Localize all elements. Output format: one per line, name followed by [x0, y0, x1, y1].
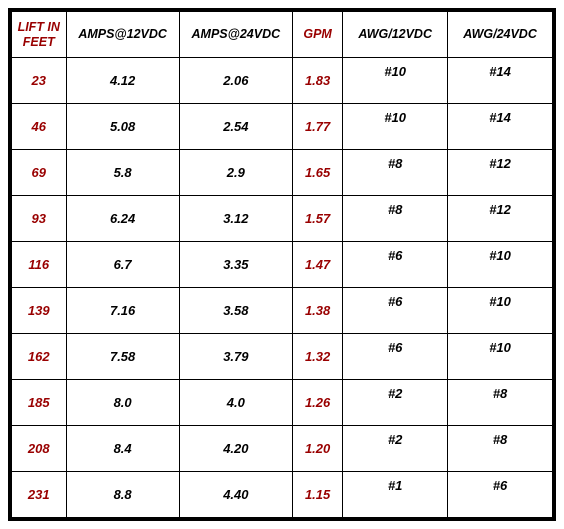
cell-awg24: #8: [448, 380, 553, 426]
cell-awg12: #8: [343, 196, 448, 242]
table-row: 1166.73.351.47#6#10: [12, 242, 553, 288]
table-row: 234.122.061.83#10#14: [12, 58, 553, 104]
cell-gpm: 1.77: [292, 104, 342, 150]
cell-awg12: #8: [343, 150, 448, 196]
cell-amps24: 4.20: [179, 426, 292, 472]
cell-awg24: #12: [448, 196, 553, 242]
cell-gpm: 1.47: [292, 242, 342, 288]
header-lift: LIFT IN FEET: [12, 12, 67, 58]
cell-gpm: 1.38: [292, 288, 342, 334]
cell-awg24: #14: [448, 104, 553, 150]
cell-lift: 46: [12, 104, 67, 150]
cell-amps24: 3.35: [179, 242, 292, 288]
cell-lift: 185: [12, 380, 67, 426]
cell-lift: 23: [12, 58, 67, 104]
cell-amps12: 6.7: [66, 242, 179, 288]
cell-awg24: #14: [448, 58, 553, 104]
cell-amps12: 5.08: [66, 104, 179, 150]
cell-amps12: 6.24: [66, 196, 179, 242]
cell-gpm: 1.57: [292, 196, 342, 242]
header-amps24: AMPS@24VDC: [179, 12, 292, 58]
cell-amps24: 3.58: [179, 288, 292, 334]
cell-amps12: 8.0: [66, 380, 179, 426]
cell-amps24: 3.79: [179, 334, 292, 380]
cell-lift: 139: [12, 288, 67, 334]
table-row: 1858.04.01.26#2#8: [12, 380, 553, 426]
cell-awg12: #2: [343, 380, 448, 426]
pump-spec-table: LIFT IN FEET AMPS@12VDC AMPS@24VDC GPM A…: [11, 11, 553, 518]
cell-awg12: #1: [343, 472, 448, 518]
cell-gpm: 1.83: [292, 58, 342, 104]
cell-amps12: 4.12: [66, 58, 179, 104]
cell-awg12: #10: [343, 104, 448, 150]
cell-lift: 116: [12, 242, 67, 288]
cell-awg24: #10: [448, 242, 553, 288]
cell-amps12: 8.8: [66, 472, 179, 518]
cell-amps12: 7.16: [66, 288, 179, 334]
cell-amps24: 2.9: [179, 150, 292, 196]
header-awg12: AWG/12VDC: [343, 12, 448, 58]
table-row: 2318.84.401.15#1#6: [12, 472, 553, 518]
pump-spec-table-container: LIFT IN FEET AMPS@12VDC AMPS@24VDC GPM A…: [8, 8, 556, 521]
cell-amps24: 4.0: [179, 380, 292, 426]
cell-lift: 208: [12, 426, 67, 472]
header-gpm: GPM: [292, 12, 342, 58]
table-body: 234.122.061.83#10#14465.082.541.77#10#14…: [12, 58, 553, 518]
table-row: 1397.163.581.38#6#10: [12, 288, 553, 334]
header-amps12: AMPS@12VDC: [66, 12, 179, 58]
cell-awg24: #6: [448, 472, 553, 518]
cell-awg12: #10: [343, 58, 448, 104]
cell-awg12: #6: [343, 288, 448, 334]
header-row: LIFT IN FEET AMPS@12VDC AMPS@24VDC GPM A…: [12, 12, 553, 58]
cell-amps12: 5.8: [66, 150, 179, 196]
cell-amps24: 3.12: [179, 196, 292, 242]
cell-gpm: 1.20: [292, 426, 342, 472]
table-row: 2088.44.201.20#2#8: [12, 426, 553, 472]
cell-amps12: 7.58: [66, 334, 179, 380]
table-row: 695.82.91.65#8#12: [12, 150, 553, 196]
table-row: 465.082.541.77#10#14: [12, 104, 553, 150]
cell-lift: 162: [12, 334, 67, 380]
table-row: 936.243.121.57#8#12: [12, 196, 553, 242]
header-awg24: AWG/24VDC: [448, 12, 553, 58]
cell-awg12: #2: [343, 426, 448, 472]
cell-awg12: #6: [343, 334, 448, 380]
cell-gpm: 1.65: [292, 150, 342, 196]
cell-gpm: 1.32: [292, 334, 342, 380]
cell-lift: 93: [12, 196, 67, 242]
cell-awg24: #10: [448, 334, 553, 380]
cell-gpm: 1.26: [292, 380, 342, 426]
cell-lift: 69: [12, 150, 67, 196]
cell-amps24: 2.54: [179, 104, 292, 150]
cell-amps12: 8.4: [66, 426, 179, 472]
cell-lift: 231: [12, 472, 67, 518]
cell-amps24: 2.06: [179, 58, 292, 104]
cell-gpm: 1.15: [292, 472, 342, 518]
table-row: 1627.583.791.32#6#10: [12, 334, 553, 380]
cell-awg24: #12: [448, 150, 553, 196]
cell-awg12: #6: [343, 242, 448, 288]
cell-awg24: #10: [448, 288, 553, 334]
cell-amps24: 4.40: [179, 472, 292, 518]
cell-awg24: #8: [448, 426, 553, 472]
